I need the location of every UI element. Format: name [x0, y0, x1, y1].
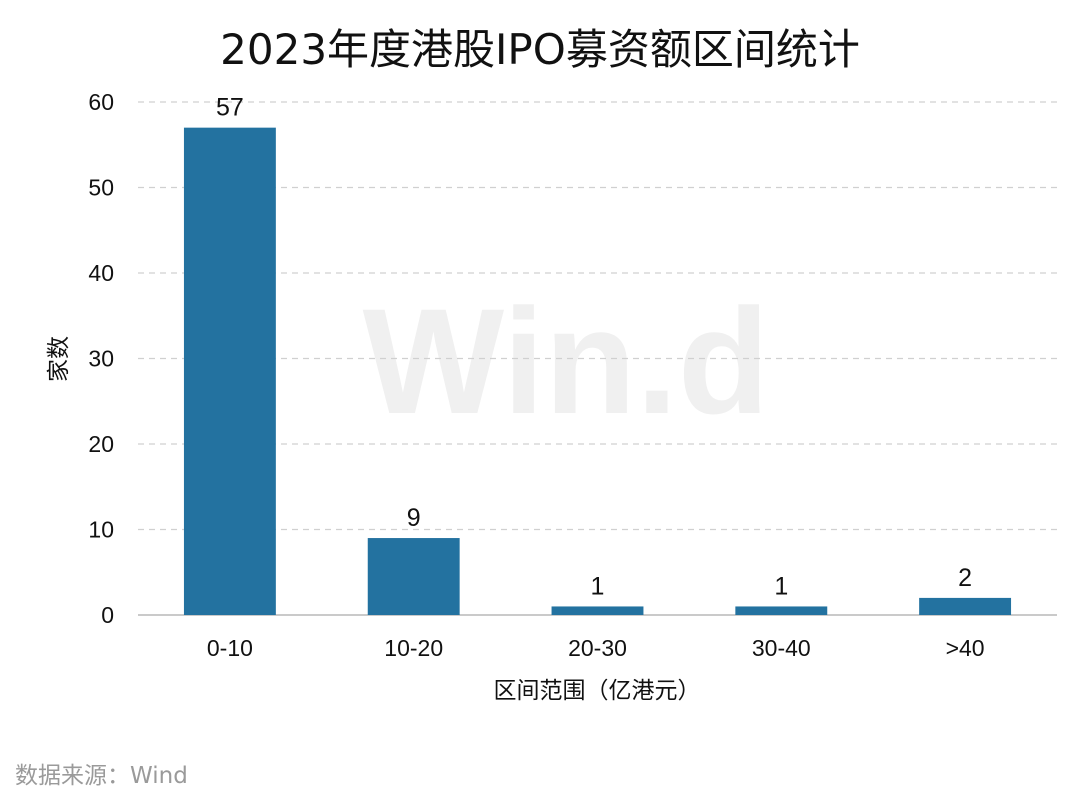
- watermark: Win.d: [363, 277, 770, 445]
- x-axis-ticks: 0-10 10-20 20-30 30-40 >40: [207, 635, 985, 661]
- y-tick-label: 30: [88, 346, 114, 372]
- bar: [367, 538, 460, 615]
- bars: [183, 127, 1012, 616]
- bar: [551, 606, 644, 615]
- data-label: 2: [958, 564, 972, 592]
- y-tick-label: 40: [88, 260, 114, 286]
- data-label: 57: [216, 94, 244, 122]
- y-tick-label: 0: [101, 602, 114, 628]
- y-axis-title: 家数: [46, 336, 72, 382]
- x-tick-label: >40: [946, 635, 985, 661]
- data-label: 1: [774, 572, 788, 600]
- data-label: 1: [591, 572, 605, 600]
- bar: [735, 606, 828, 615]
- bar: [919, 597, 1012, 615]
- x-axis-title: 区间范围（亿港元）: [494, 678, 701, 704]
- bar: [183, 127, 276, 616]
- y-tick-label: 50: [88, 175, 114, 201]
- y-tick-label: 10: [88, 517, 114, 543]
- y-tick-label: 20: [88, 431, 114, 457]
- y-axis-ticks: 0 10 20 30 40 50 60: [88, 89, 114, 628]
- chart-title: 2023年度港股IPO募资额区间统计: [220, 25, 860, 74]
- x-tick-label: 0-10: [207, 635, 253, 661]
- y-tick-label: 60: [88, 89, 114, 115]
- source-note: 数据来源：Wind: [15, 763, 188, 789]
- data-label: 9: [407, 504, 421, 532]
- data-labels: 57 9 1 1 2: [216, 94, 972, 601]
- x-tick-label: 30-40: [752, 635, 811, 661]
- x-tick-label: 10-20: [384, 635, 443, 661]
- x-tick-label: 20-30: [568, 635, 627, 661]
